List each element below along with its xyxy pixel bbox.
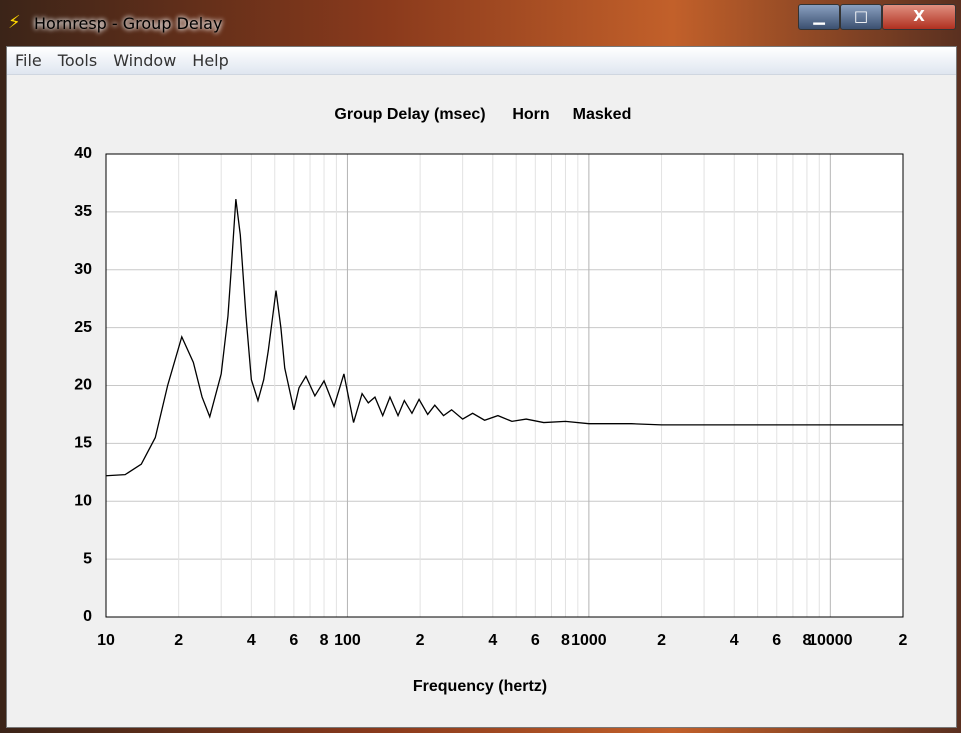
x-axis-label: Frequency (hertz) [413,678,547,695]
window-title: Hornresp - Group Delay [34,14,223,33]
maximize-button[interactable]: □ [840,4,882,30]
plot-border [105,153,904,618]
y-tick-label: 10 [74,492,92,509]
y-tick-label: 0 [83,608,92,625]
minimize-button[interactable]: ▁ [798,4,840,30]
x-tick-label: 10 [97,632,115,649]
x-tick-label: 6 [772,632,781,649]
title-bar: ⚡ Hornresp - Group Delay ▁ □ X [0,0,961,46]
y-tick-label: 25 [74,319,92,336]
annotation: Horn [512,106,549,123]
y-tick-label: 20 [74,377,92,394]
x-tick-label: 8 [802,632,811,649]
menu-item[interactable]: Tools [57,51,98,70]
menu-item[interactable]: Help [192,51,229,70]
x-tick-label: 8 [561,632,570,649]
chart-title: Group Delay (msec) [334,106,485,123]
menu-bar: File Tools Window Help [7,47,956,75]
x-tick-label: 4 [247,632,256,649]
y-tick-label: 15 [74,435,92,452]
y-tick-label: 30 [74,261,92,278]
y-tick-label: 35 [74,203,92,220]
y-tick-label: 5 [83,550,92,567]
y-tick-label: 40 [74,145,92,162]
annotation: Masked [573,106,632,123]
app-icon: ⚡ [8,12,21,33]
x-tick-label: 2 [416,632,425,649]
x-tick-label: 8 [320,632,329,649]
x-tick-label: 10000 [808,632,853,649]
x-tick-label: 6 [531,632,540,649]
x-tick-label: 4 [488,632,497,649]
x-tick-label: 100 [334,632,361,649]
x-tick-label: 4 [730,632,739,649]
menu-item[interactable]: Window [113,51,177,70]
menu-item[interactable]: File [15,51,42,70]
x-tick-label: 6 [289,632,298,649]
data-line [105,199,903,477]
x-tick-label: 2 [657,632,666,649]
x-tick-label: 2 [899,632,908,649]
close-button[interactable]: X [882,4,956,30]
x-tick-label: 1000 [571,632,607,649]
x-tick-label: 2 [174,632,183,649]
